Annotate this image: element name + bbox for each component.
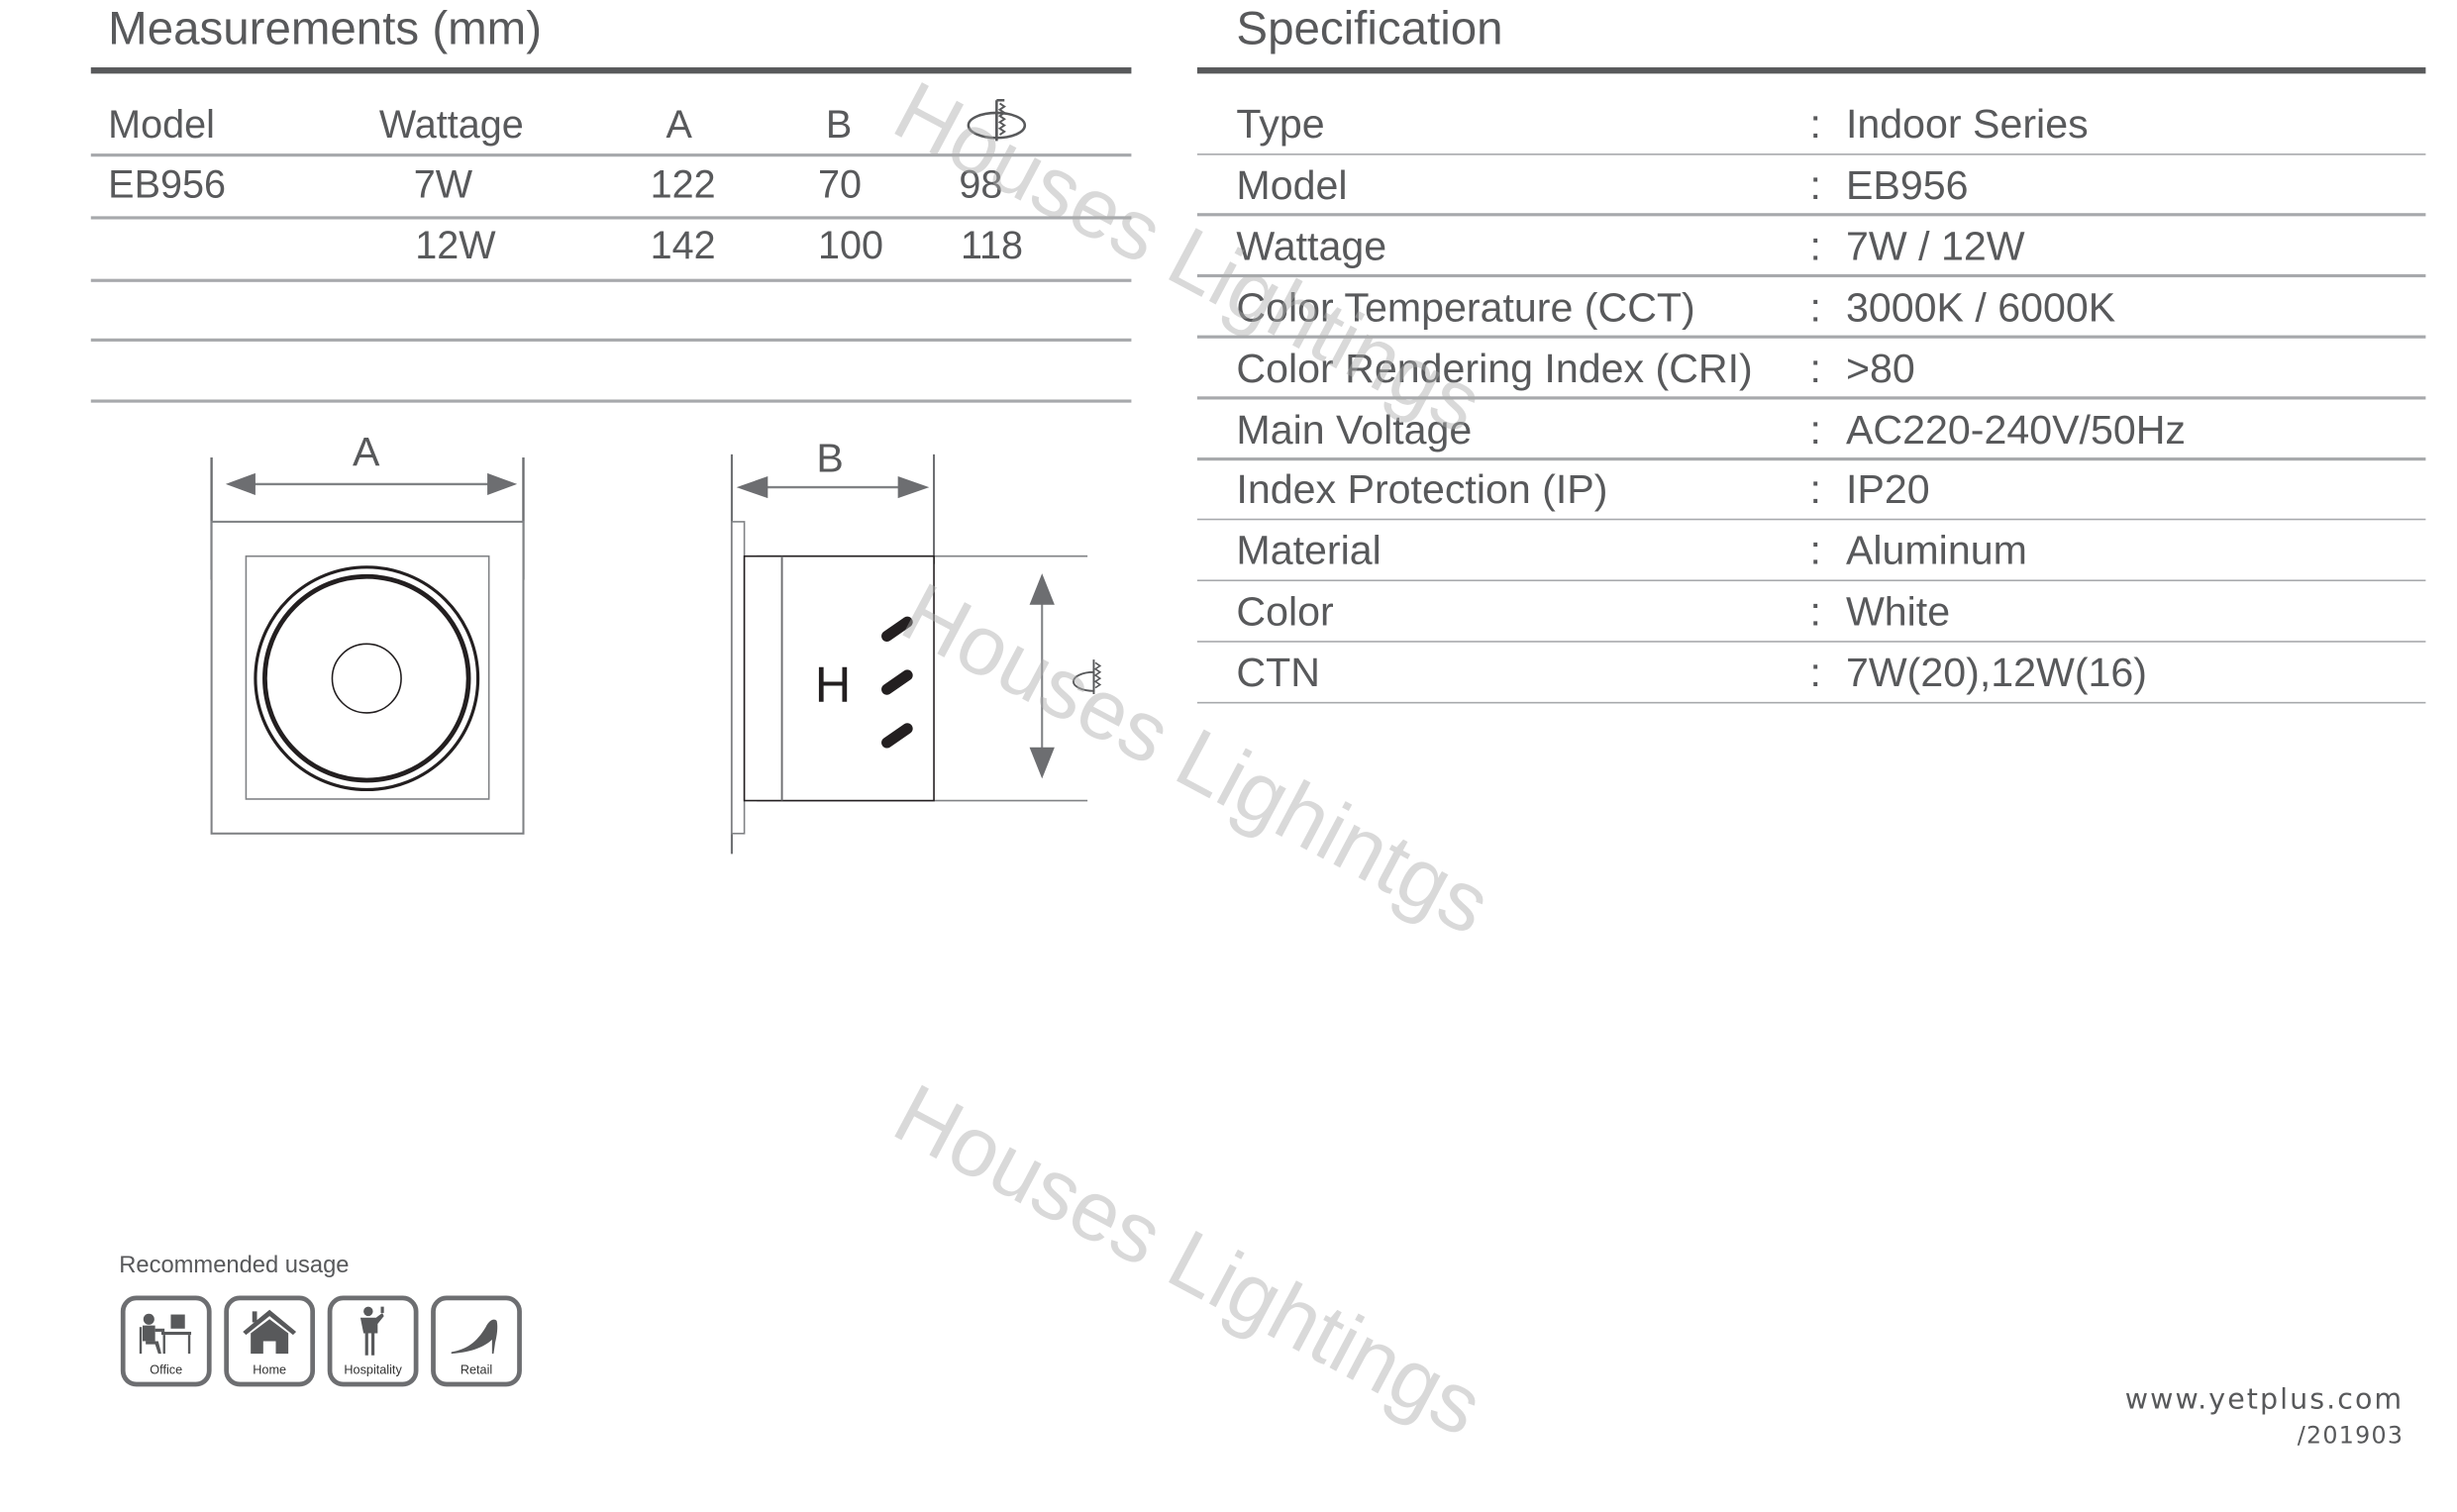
spec-separator: : [1809,465,1822,514]
cutout-hole-icon [967,99,1027,142]
cell-cutout: 118 [960,224,1024,268]
spec-separator: : [1809,160,1822,209]
row-divider [1196,152,2426,155]
cell-b: 100 [817,224,883,268]
header-wattage: Wattage [378,103,524,148]
spec-row: Material: Aluminum [1196,521,2426,582]
header-b: B [825,103,853,148]
row-divider [90,399,1132,402]
spec-label: Color [1236,587,1334,636]
spec-row: Color Rendering Index (CRI): >80 [1196,338,2426,399]
spec-value: AC220-240V/50Hz [1845,405,2187,453]
header-a: A [665,103,692,148]
watermark: Houses Lightings [879,1066,1497,1455]
spec-row: Model: EB956 [1196,154,2426,217]
spec-row: CTN:7W(20),12W(16) [1196,643,2426,704]
row-divider [90,153,1132,156]
house-icon [243,1309,297,1355]
spec-separator: : [1809,344,1822,391]
spec-label: Color Rendering Index (CRI) [1236,344,1753,391]
specification-title: Specification [1236,3,1503,55]
spec-row: Color Temperature (CCT):3000K / 6000K [1196,277,2426,339]
cell-b: 70 [817,162,862,207]
spec-separator: : [1809,282,1822,331]
row-divider [1196,457,2426,460]
waiter-icon [359,1306,384,1356]
spec-label: Material [1236,527,1382,574]
spec-label: Wattage [1236,222,1387,269]
spec-row: Type: Indoor Series [1196,94,2426,155]
measurements-rule [90,67,1132,74]
usage-label: Home [253,1362,287,1377]
spec-value: IP20 [1845,465,1930,514]
row-divider [1196,335,2426,339]
usage-item-office: Office [120,1295,212,1387]
row-divider [1196,579,2426,582]
spec-separator: : [1809,405,1822,453]
spec-separator: : [1809,100,1822,148]
spec-row: Main Voltage: AC220-240V/50Hz [1196,399,2426,460]
row-divider [1196,396,2426,399]
spec-value: Aluminum [1845,527,2027,574]
spec-value: 3000K / 6000K [1845,282,2116,331]
row-divider [1196,701,2426,704]
header-model: Model [108,103,215,148]
spec-value: EB956 [1845,160,1969,209]
spec-value: Indoor Series [1845,100,2089,148]
spec-label: Main Voltage [1236,405,1473,453]
spec-row: Color: White [1196,581,2426,644]
cell-wattage: 7W [413,162,473,207]
dimension-label-a: A [353,427,380,475]
high-heel-icon [451,1319,498,1355]
spec-value: >80 [1845,344,1915,391]
usage-label: Retail [460,1362,493,1377]
cell-wattage: 12W [415,224,496,268]
spec-value: 7W / 12W [1845,222,2025,269]
usage-label: Office [150,1362,183,1377]
spec-label: CTN [1236,649,1320,696]
row-divider [1196,640,2426,644]
spec-separator: : [1809,222,1822,269]
usage-label: Hospitality [344,1362,402,1377]
spec-row: Index Protection (IP): IP20 [1196,459,2426,521]
office-desk-icon [139,1313,192,1355]
spec-value: White [1845,587,1951,636]
row-divider [90,278,1132,282]
spec-label: Model [1236,160,1348,209]
spec-label: Color Temperature (CCT) [1236,282,1695,331]
row-divider [1196,518,2426,521]
cell-a: 142 [650,224,716,268]
measurements-title: Measurements (mm) [108,3,543,55]
side-view-drawing [730,454,1102,855]
spec-value: 7W(20),12W(16) [1845,649,2147,696]
usage-title: Recommended usage [119,1252,350,1279]
specification-rule [1196,67,2426,74]
row-divider [90,338,1132,342]
spec-separator: : [1809,649,1822,696]
usage-item-hospitality: Hospitality [327,1295,419,1387]
spec-separator: : [1809,587,1822,636]
spec-label: Type [1236,100,1325,148]
row-divider [1196,213,2426,217]
usage-item-home: Home [224,1295,316,1387]
cell-model: EB956 [108,162,226,207]
dimension-label-h: H [814,655,852,713]
spec-separator: : [1809,527,1822,574]
row-divider [1196,274,2426,277]
spec-label: Index Protection (IP) [1236,465,1608,514]
website-url: www.yetplus.com [2124,1383,2405,1417]
usage-item-retail: Retail [431,1295,522,1387]
cell-a: 122 [650,162,716,207]
cell-cutout: 98 [959,162,1003,207]
dimension-label-b: B [816,434,844,481]
date-code: /201903 [2297,1421,2405,1450]
row-divider [90,216,1132,219]
front-view-drawing [210,457,525,835]
spec-row: Wattage:7W / 12W [1196,216,2426,277]
